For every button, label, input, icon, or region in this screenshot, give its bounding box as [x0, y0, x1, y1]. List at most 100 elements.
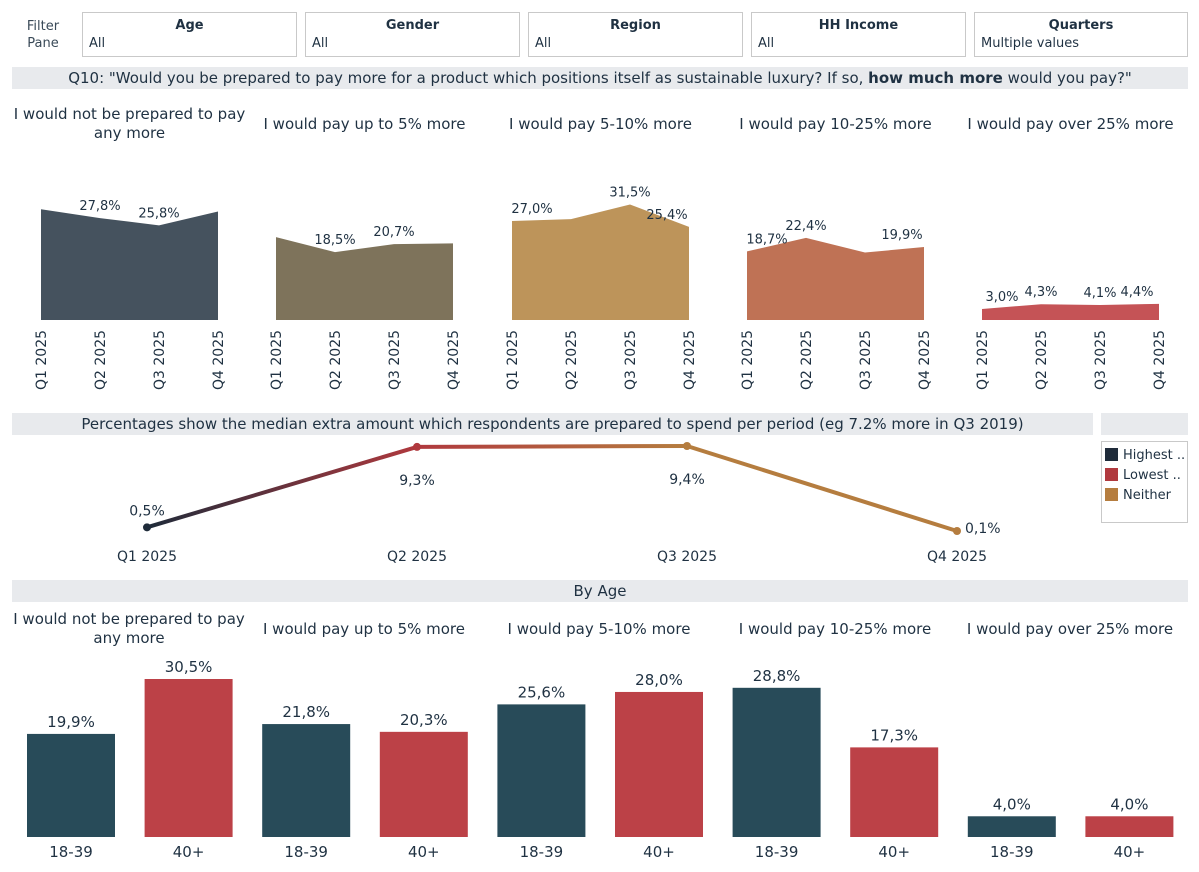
area-tick-1-3: Q4 2025	[446, 330, 462, 390]
bar-label-4-1: 4,0%	[1110, 795, 1148, 813]
bar-4-0	[967, 816, 1056, 837]
bar-label-1-1: 20,3%	[400, 711, 448, 729]
area-tick-3-0: Q1 2025	[740, 330, 756, 390]
area-label-4-1: 4,3%	[1024, 285, 1057, 300]
area-label-1-1: 18,5%	[314, 233, 355, 248]
bar-tick-3-1: 40+	[878, 843, 910, 861]
bar-tick-0-1: 40+	[173, 843, 205, 861]
bar-label-1-0: 21,8%	[282, 703, 330, 721]
area-tick-4-2: Q3 2025	[1093, 330, 1109, 390]
bar-4-1	[1085, 816, 1174, 837]
area-label-0-1: 27,8%	[79, 199, 120, 214]
area-tick-1-2: Q3 2025	[387, 330, 403, 390]
area-label-2-2: 31,5%	[609, 186, 650, 201]
filter-age[interactable]: Age All	[82, 12, 297, 57]
median-line-segment-1	[415, 444, 689, 449]
bar-tick-3-0: 18-39	[755, 843, 799, 861]
median-tick-0: Q1 2025	[117, 549, 177, 565]
bar-label-2-0: 25,6%	[518, 683, 566, 701]
filter-region-value: All	[535, 36, 552, 51]
area-tick-3-1: Q2 2025	[799, 330, 815, 390]
filter-region[interactable]: Region All	[528, 12, 743, 57]
area-tick-2-2: Q3 2025	[623, 330, 639, 390]
area-tick-3-2: Q3 2025	[858, 330, 874, 390]
area-label-1-2: 20,7%	[373, 225, 414, 240]
median-point-0	[143, 523, 151, 532]
bar-tick-4-1: 40+	[1114, 843, 1146, 861]
filter-quarters-title: Quarters	[1048, 18, 1114, 33]
question-bold: how much more	[868, 69, 1003, 87]
bar-group-title-2: I would pay 5-10% more	[508, 620, 691, 638]
median-line-segment-0	[145, 444, 419, 530]
legend-item-lowest[interactable]: Lowest ..	[1105, 468, 1181, 484]
median-line-segment-2	[685, 444, 959, 533]
legend: Highest .. Lowest .. Neither	[1101, 441, 1188, 523]
question-prefix: Q10: "Would you be prepared to pay more …	[68, 69, 869, 87]
area-shape-4	[982, 303, 1159, 320]
legend-label-highest: Highest ..	[1123, 448, 1186, 463]
area-shape-2	[512, 204, 689, 320]
bar-group-title-0: I would not be prepared to pay any more	[13, 610, 245, 647]
area-label-3-3: 19,9%	[881, 228, 922, 243]
median-point-3	[953, 527, 961, 535]
bar-tick-4-0: 18-39	[990, 843, 1034, 861]
area-tick-0-0: Q1 2025	[34, 330, 50, 390]
area-label-2-0: 27,0%	[511, 202, 552, 217]
legend-item-neither[interactable]: Neither	[1105, 488, 1171, 504]
area-tick-0-3: Q4 2025	[211, 330, 227, 390]
filter-gender[interactable]: Gender All	[305, 12, 520, 57]
median-tick-3: Q4 2025	[927, 549, 987, 565]
bar-tick-0-0: 18-39	[49, 843, 93, 861]
area-panel-title-1: I would pay up to 5% more	[263, 115, 465, 133]
bar-3-0	[732, 687, 821, 837]
median-tick-1: Q2 2025	[387, 549, 447, 565]
median-point-1	[413, 442, 421, 451]
bar-2-0	[497, 704, 586, 837]
bar-0-1	[144, 679, 233, 837]
filter-hh-income-value: All	[758, 36, 775, 51]
legend-label-lowest: Lowest ..	[1123, 468, 1181, 483]
filter-age-title: Age	[175, 18, 204, 33]
filter-quarters[interactable]: Quarters Multiple values	[974, 12, 1188, 57]
by-age-title: By Age	[12, 580, 1188, 602]
bar-label-2-1: 28,0%	[635, 671, 683, 689]
area-shape-0	[41, 209, 218, 320]
filter-gender-value: All	[312, 36, 329, 51]
bar-tick-1-1: 40+	[408, 843, 440, 861]
bar-group-title-3: I would pay 10-25% more	[739, 620, 931, 638]
filter-hh-income-title: HH Income	[818, 18, 899, 33]
bar-label-0-0: 19,9%	[47, 713, 95, 731]
area-label-3-1: 22,4%	[785, 219, 826, 234]
area-tick-3-3: Q4 2025	[917, 330, 933, 390]
bar-label-4-0: 4,0%	[993, 795, 1031, 813]
area-panel-title-4: I would pay over 25% more	[967, 115, 1173, 133]
median-label-0: 0,5%	[129, 503, 165, 519]
bar-0-0	[27, 733, 115, 837]
area-tick-4-0: Q1 2025	[975, 330, 991, 390]
area-label-3-0: 18,7%	[746, 232, 787, 247]
bar-1-0	[262, 724, 351, 837]
area-label-2-3: 25,4%	[646, 208, 687, 223]
bar-3-1	[850, 747, 939, 837]
legend-swatch-lowest	[1105, 468, 1118, 481]
area-label-0-2: 25,8%	[138, 206, 179, 221]
median-note: Percentages show the median extra amount…	[12, 413, 1093, 435]
area-tick-4-1: Q2 2025	[1034, 330, 1050, 390]
area-tick-4-3: Q4 2025	[1152, 330, 1168, 390]
filter-hh-income[interactable]: HH Income All	[751, 12, 966, 57]
bar-label-3-0: 28,8%	[753, 667, 801, 685]
legend-swatch-highest	[1105, 448, 1118, 461]
bar-tick-2-0: 18-39	[520, 843, 564, 861]
area-label-4-0: 3,0%	[985, 290, 1018, 305]
question-title: Q10: "Would you be prepared to pay more …	[12, 67, 1188, 89]
legend-header	[1101, 413, 1188, 435]
legend-item-highest[interactable]: Highest ..	[1105, 448, 1185, 464]
median-point-2	[683, 442, 691, 450]
bar-2-1	[615, 691, 703, 837]
legend-label-neither: Neither	[1123, 488, 1172, 503]
bar-group-title-1: I would pay up to 5% more	[263, 620, 465, 638]
area-panel-title-2: I would pay 5-10% more	[509, 115, 692, 133]
area-label-4-2: 4,1%	[1083, 286, 1116, 301]
